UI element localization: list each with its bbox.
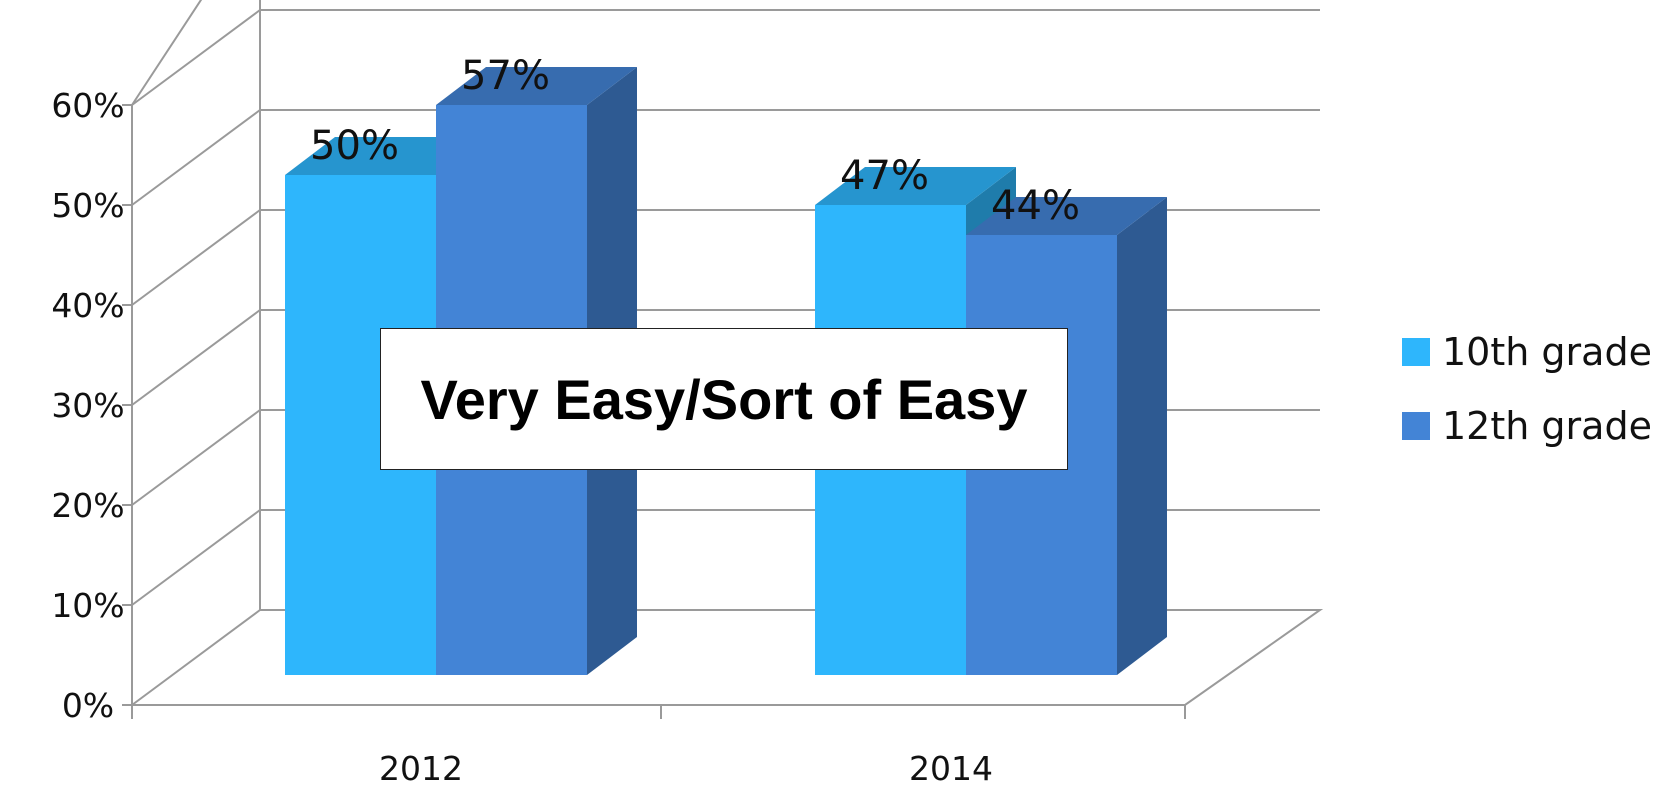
- bar-top: [285, 137, 486, 175]
- legend: 10th grade 12th grade: [1402, 330, 1652, 448]
- y-tick-label: 60%: [51, 86, 124, 125]
- side-wall-top: [131, 0, 203, 106]
- y-tick-label: 0%: [62, 686, 114, 725]
- bar-top: [436, 67, 637, 105]
- bar-side: [1117, 197, 1167, 675]
- floor: [132, 609, 1324, 706]
- side-wall-line: [131, 209, 261, 306]
- chart-title-box: Very Easy/Sort of Easy: [380, 328, 1068, 470]
- y-tick-label: 10%: [51, 586, 124, 625]
- side-wall-line: [131, 109, 261, 206]
- data-label: 57%: [461, 53, 550, 99]
- bar-top: [815, 167, 1016, 205]
- y-tick-label: 50%: [51, 186, 124, 225]
- data-label: 50%: [310, 123, 399, 169]
- y-tick-label: 30%: [51, 386, 124, 425]
- y-axis: [122, 104, 1186, 719]
- side-wall-line: [131, 309, 261, 406]
- x-tick-label: 2012: [379, 749, 463, 786]
- y-tick-label: 40%: [51, 286, 124, 325]
- legend-swatch: [1402, 412, 1430, 440]
- legend-label: 10th grade: [1442, 330, 1652, 374]
- legend-label: 12th grade: [1442, 404, 1652, 448]
- chart-title: Very Easy/Sort of Easy: [420, 367, 1028, 431]
- y-tick-labels: 0% 10% 20% 30% 40% 50% 60%: [51, 86, 124, 725]
- data-label: 47%: [840, 153, 929, 199]
- y-tick-label: 20%: [51, 486, 124, 525]
- legend-swatch: [1402, 338, 1430, 366]
- side-wall-line: [131, 409, 261, 506]
- side-wall-line: [131, 9, 261, 106]
- data-label: 44%: [991, 183, 1080, 229]
- side-wall-line: [131, 609, 261, 706]
- x-tick-labels: 2012 2014: [379, 749, 993, 786]
- bar-top: [966, 197, 1167, 235]
- x-tick-label: 2014: [909, 749, 993, 786]
- data-labels: 50% 57% 47% 44%: [310, 53, 1080, 229]
- side-wall-line: [131, 509, 261, 606]
